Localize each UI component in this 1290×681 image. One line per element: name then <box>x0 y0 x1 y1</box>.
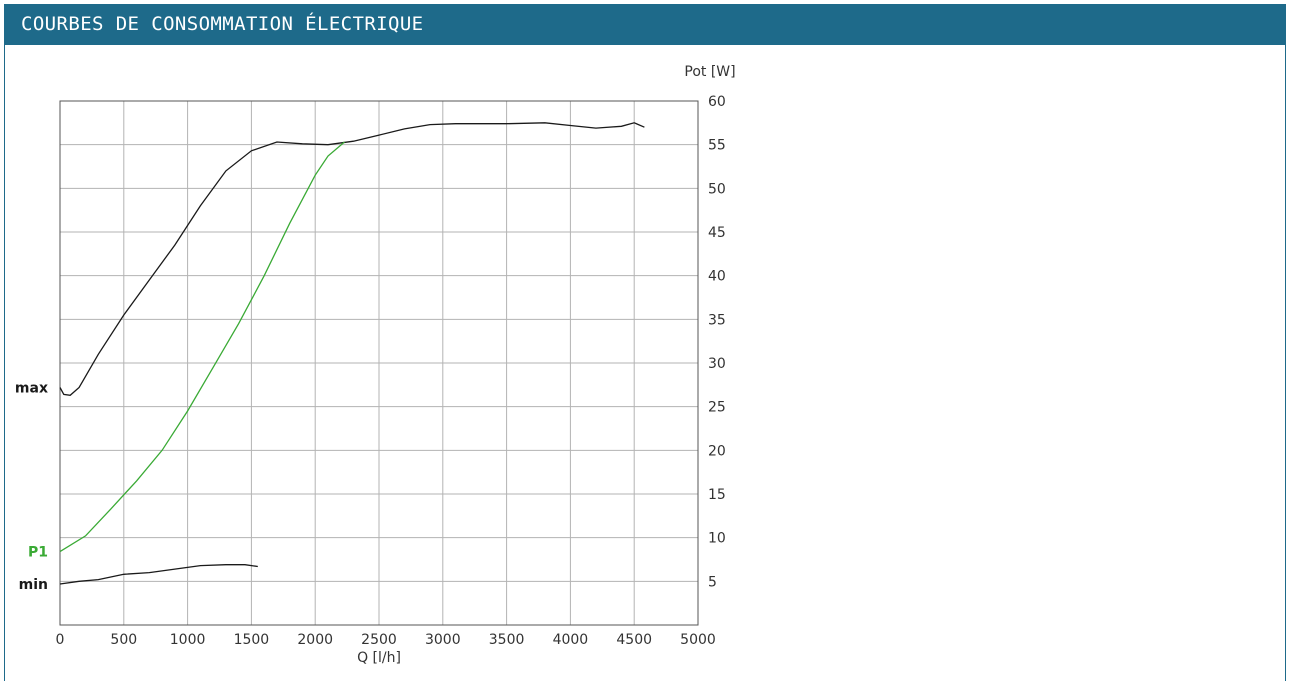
x-tick-label: 3000 <box>425 632 461 648</box>
y-tick-label: 40 <box>708 269 726 285</box>
series-line-min <box>59 564 258 585</box>
plot-frame <box>59 100 699 626</box>
x-tick-label: 1500 <box>234 632 270 648</box>
y-tick-label: 5 <box>708 574 717 590</box>
x-tick-label: 1000 <box>170 632 206 648</box>
series-label-min: min <box>19 577 48 593</box>
y-tick-label: 50 <box>708 181 726 197</box>
y-tick-label: 45 <box>708 225 726 241</box>
y-tick-label: 25 <box>708 400 726 416</box>
x-tick-label: 5000 <box>680 632 716 648</box>
chart-panel: COURBES DE CONSOMMATION ÉLECTRIQUE <box>4 4 1286 681</box>
y-tick-label: 10 <box>708 531 726 547</box>
series-label-p1: P1 <box>28 545 48 561</box>
y-tick-label: 20 <box>708 443 726 459</box>
x-tick-label: 0 <box>56 632 65 648</box>
y-tick-label: 60 <box>708 94 726 110</box>
x-tick-label: 4500 <box>616 632 652 648</box>
y-tick-label: 55 <box>708 138 726 154</box>
series-line-p1 <box>59 141 345 553</box>
series-label-max: max <box>15 380 48 396</box>
x-tick-label: 2000 <box>297 632 333 648</box>
x-tick-label: 3500 <box>489 632 525 648</box>
y-tick-label: 15 <box>708 487 726 503</box>
x-tick-label: 500 <box>110 632 137 648</box>
series-line-max <box>59 122 645 396</box>
y-tick-label: 30 <box>708 356 726 372</box>
y-axis-label: Pot [W] <box>684 64 735 80</box>
panel-title: COURBES DE CONSOMMATION ÉLECTRIQUE <box>21 13 424 35</box>
y-tick-label: 35 <box>708 312 726 328</box>
x-axis-label: Q [l/h] <box>357 650 401 666</box>
x-tick-label: 2500 <box>361 632 397 648</box>
panel-header: COURBES DE CONSOMMATION ÉLECTRIQUE <box>5 5 1285 45</box>
x-tick-label: 4000 <box>553 632 589 648</box>
